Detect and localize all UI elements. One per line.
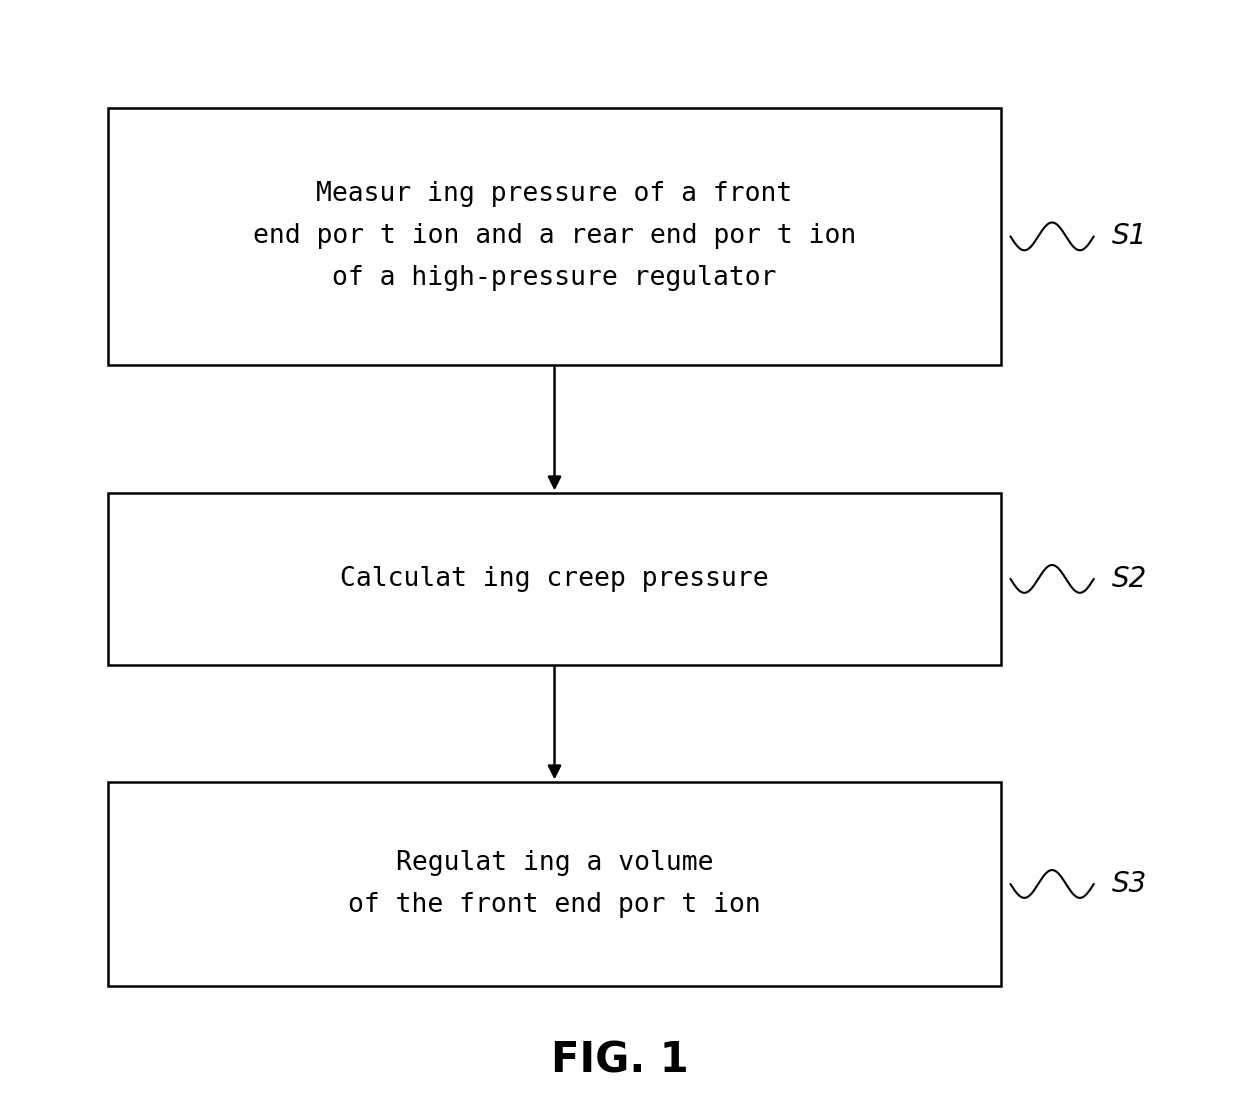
Text: Regulat ing a volume
of the front end por t ion: Regulat ing a volume of the front end po…	[348, 850, 761, 918]
Text: S3: S3	[1111, 870, 1147, 898]
FancyBboxPatch shape	[108, 493, 1001, 665]
Text: Measur ing pressure of a front
end por t ion and a rear end por t ion
of a high-: Measur ing pressure of a front end por t…	[253, 182, 856, 291]
FancyBboxPatch shape	[108, 783, 1001, 986]
FancyBboxPatch shape	[108, 108, 1001, 365]
Text: Calculat ing creep pressure: Calculat ing creep pressure	[340, 566, 769, 592]
Text: S2: S2	[1111, 565, 1147, 593]
Text: S1: S1	[1111, 222, 1147, 251]
Text: FIG. 1: FIG. 1	[551, 1040, 689, 1082]
